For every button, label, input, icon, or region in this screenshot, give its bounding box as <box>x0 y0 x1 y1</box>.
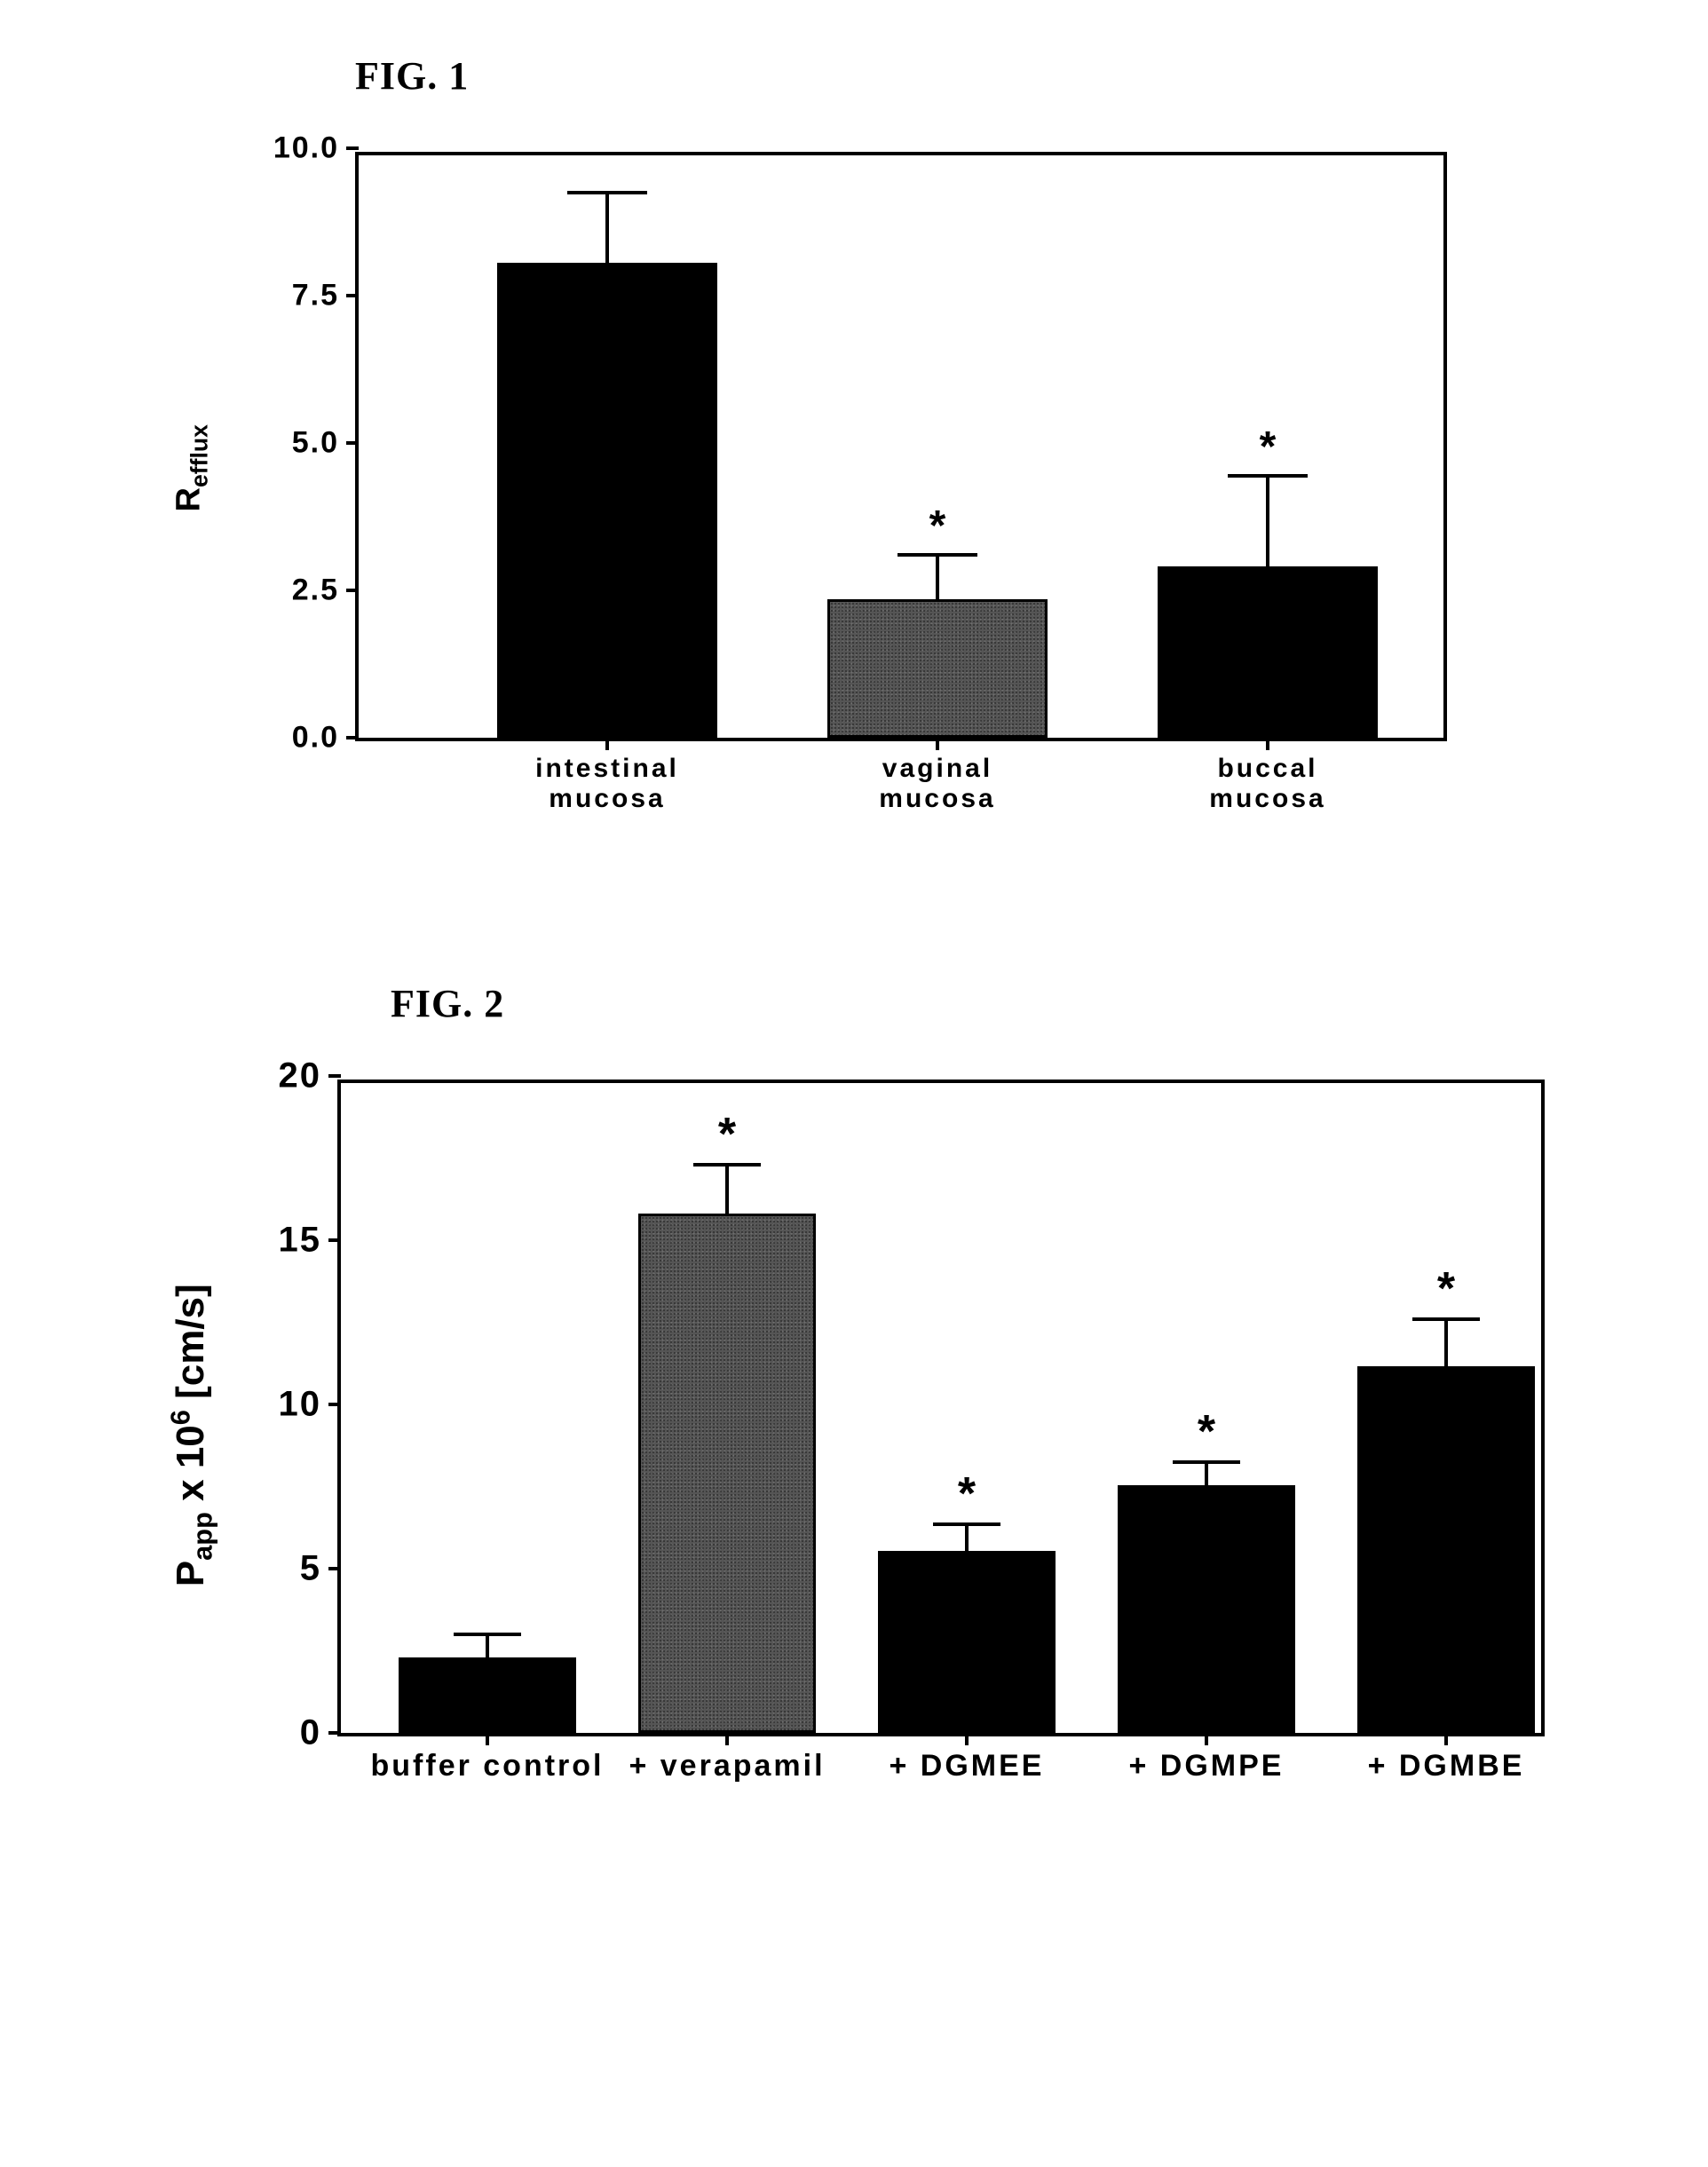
significance-star: * <box>1260 426 1277 469</box>
ytick-mark <box>346 589 359 592</box>
bar <box>497 263 717 738</box>
error-bar-cap <box>897 553 977 557</box>
x-category-label: buccal mucosa <box>1209 738 1325 814</box>
ytick-label: 7.5 <box>292 279 339 313</box>
fig2-plot-area: 05101520buffer control*+ verapamil*+ DGM… <box>337 1080 1545 1736</box>
fig1-plot-area: 0.02.55.07.510.0intestinal mucosa*vagina… <box>355 152 1447 741</box>
ytick-label: 5.0 <box>292 426 339 461</box>
ytick-label: 0.0 <box>292 721 339 755</box>
error-bar-stem <box>1266 476 1269 567</box>
error-bar-stem <box>936 555 939 599</box>
bar <box>827 599 1048 738</box>
bar <box>878 1551 1056 1733</box>
fig2-title: FIG. 2 <box>391 981 1548 1026</box>
significance-star: * <box>1198 1409 1215 1455</box>
error-bar-cap <box>1228 474 1308 478</box>
error-bar-stem <box>1444 1319 1448 1367</box>
error-bar-stem <box>965 1524 969 1551</box>
ytick-mark <box>328 1238 341 1242</box>
bar <box>638 1214 816 1733</box>
ytick-label: 2.5 <box>292 573 339 608</box>
fig2-ylabel: Papp x 106 [cm/s] <box>164 1107 218 1764</box>
error-bar-stem <box>1205 1462 1208 1485</box>
ytick-mark <box>328 1731 341 1735</box>
x-category-label: buffer control <box>371 1733 605 1783</box>
ytick-label: 10 <box>279 1385 322 1425</box>
error-bar-cap <box>1173 1460 1240 1464</box>
ytick-mark <box>328 1567 341 1570</box>
ytick-mark <box>328 1403 341 1406</box>
x-category-label: intestinal mucosa <box>535 738 679 814</box>
ytick-mark <box>346 146 359 150</box>
ytick-mark <box>328 1074 341 1078</box>
fig2-chart: Papp x 106 [cm/s] 05101520buffer control… <box>160 1080 1548 1816</box>
bar <box>399 1657 576 1733</box>
ytick-mark <box>346 294 359 297</box>
error-bar-stem <box>605 193 609 264</box>
error-bar-cap <box>933 1522 1000 1526</box>
ytick-mark <box>346 736 359 739</box>
ytick-label: 10.0 <box>273 131 339 166</box>
significance-star: * <box>929 505 946 548</box>
error-bar-cap <box>1412 1317 1480 1321</box>
significance-star: * <box>1437 1266 1455 1312</box>
significance-star: * <box>958 1471 976 1517</box>
error-bar-cap <box>567 191 647 194</box>
page: FIG. 1 Refflux 0.02.55.07.510.0intestina… <box>0 0 1708 2047</box>
ytick-label: 20 <box>279 1056 322 1096</box>
error-bar-cap <box>454 1633 521 1636</box>
fig1-chart: Refflux 0.02.55.07.510.0intestinal mucos… <box>160 152 1548 857</box>
ytick-label: 0 <box>300 1713 321 1753</box>
x-category-label: + DGMBE <box>1368 1733 1525 1783</box>
bar <box>1118 1485 1295 1733</box>
fig1-title: FIG. 1 <box>355 53 1548 99</box>
ytick-label: 15 <box>279 1221 322 1261</box>
bar <box>1357 1366 1535 1733</box>
x-category-label: vaginal mucosa <box>879 738 995 814</box>
x-category-label: + verapamil <box>629 1733 825 1783</box>
ytick-label: 5 <box>300 1549 321 1589</box>
error-bar-stem <box>486 1634 489 1657</box>
ytick-mark <box>346 441 359 445</box>
x-category-label: + DGMEE <box>890 1733 1045 1783</box>
x-category-label: + DGMPE <box>1129 1733 1285 1783</box>
significance-star: * <box>718 1111 736 1158</box>
bar <box>1158 566 1378 738</box>
error-bar-cap <box>693 1163 761 1167</box>
fig1-ylabel: Refflux <box>170 173 214 763</box>
error-bar-stem <box>725 1165 729 1214</box>
